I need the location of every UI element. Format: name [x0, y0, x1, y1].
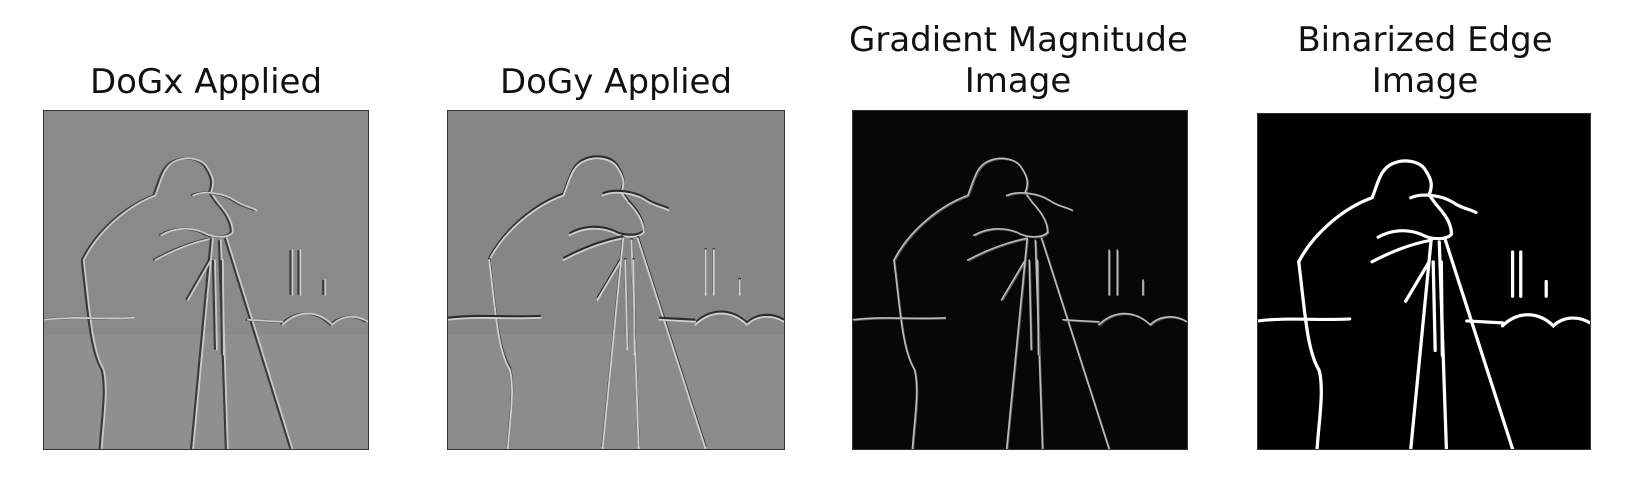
edge-stroke [893, 157, 1034, 261]
edge-shadow-stroke [211, 260, 223, 355]
edge-shadow-stroke [80, 259, 105, 449]
edge-stroke [448, 312, 784, 326]
image-background [1258, 114, 1590, 449]
binarized-edge-image-svg [1258, 114, 1590, 449]
edge-stroke [853, 312, 1187, 326]
edge-stroke [1297, 159, 1438, 264]
edge-stroke [1297, 260, 1323, 449]
dogx-image-svg [44, 111, 368, 449]
panel-title-line: DoGx Applied [89, 62, 323, 102]
dogy-image-svg [448, 111, 784, 449]
gradient-magnitude-image [852, 110, 1188, 450]
edge-shadow-stroke [853, 313, 1187, 327]
edge-stroke [1062, 249, 1144, 323]
edge-stroke [488, 259, 513, 449]
edge-shadow-stroke [562, 225, 624, 260]
panel-title-line: Image [1371, 61, 1479, 101]
edge-stroke [562, 227, 625, 262]
edge-shadow-stroke [1064, 251, 1145, 324]
edge-stroke [1465, 250, 1548, 325]
edge-stroke [246, 249, 327, 323]
dogy-image [447, 110, 785, 450]
edge-stroke [82, 157, 219, 262]
edge-stroke [44, 312, 368, 326]
edge-stroke [1005, 191, 1074, 238]
gradient-magnitude-image-svg [853, 111, 1187, 449]
edge-stroke [1370, 229, 1433, 264]
panel-title: Gradient Magnitude Image [849, 20, 1188, 102]
dogx-image [43, 110, 369, 450]
panel-title-line: Gradient Magnitude [849, 20, 1188, 60]
edge-stroke [488, 157, 630, 262]
panel-title-line: DoGy Applied [499, 62, 733, 102]
panel-title: DoGy Applied [447, 62, 785, 103]
panel-title: Binarized Edge Image [1256, 20, 1594, 102]
binarized-edge-image [1257, 113, 1591, 450]
panel-title-line: Binarized Edge [1297, 20, 1553, 60]
edge-stroke [214, 259, 225, 356]
panel-title: DoGx Applied [43, 62, 369, 103]
edge-shadow-stroke [1029, 261, 1041, 356]
ground-texture [448, 334, 784, 449]
image-background [853, 111, 1187, 449]
edge-stroke [1028, 259, 1040, 356]
edge-shadow-stroke [245, 250, 325, 323]
edge-stroke [893, 259, 918, 449]
edge-stroke [1431, 260, 1444, 357]
edge-stroke [154, 227, 214, 262]
edge-stroke [1258, 313, 1590, 329]
edge-shadow-stroke [1002, 239, 1111, 449]
edge-stroke [192, 191, 258, 238]
edge-stroke [624, 259, 636, 356]
edge-shadow-stroke [448, 310, 784, 325]
panel-title-line: Image [964, 61, 1072, 101]
edge-stroke [1409, 193, 1478, 241]
edge-stroke [658, 249, 741, 323]
edge-stroke [966, 227, 1028, 261]
edge-stroke [82, 259, 107, 449]
ground-texture [44, 334, 368, 449]
